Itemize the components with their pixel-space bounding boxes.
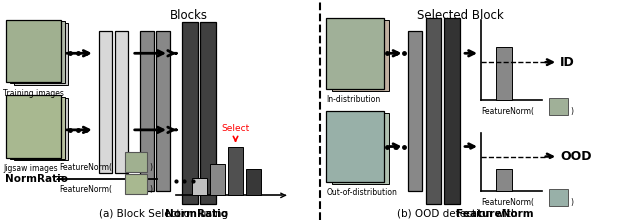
Bar — [6, 95, 61, 158]
Bar — [549, 189, 568, 206]
Text: FeatureNorm(: FeatureNorm( — [59, 185, 112, 194]
Bar — [326, 18, 384, 89]
Text: ): ) — [570, 107, 573, 115]
Text: Selected Block: Selected Block — [417, 9, 504, 22]
Text: FeatureNorm(: FeatureNorm( — [59, 163, 112, 172]
Text: ID: ID — [560, 56, 575, 69]
Text: ): ) — [150, 163, 153, 172]
Bar — [140, 31, 154, 191]
Bar — [192, 178, 207, 195]
Bar — [496, 47, 512, 100]
Bar — [115, 31, 128, 173]
Bar — [99, 31, 112, 173]
Bar — [14, 23, 68, 85]
Text: FeatureNorm(: FeatureNorm( — [481, 107, 534, 115]
Bar — [200, 22, 216, 204]
Bar — [408, 31, 422, 191]
Bar — [228, 147, 243, 195]
Bar — [332, 20, 389, 91]
Text: Training images: Training images — [3, 89, 64, 98]
Text: FeatureNorm: FeatureNorm — [456, 209, 534, 219]
Text: In-distribution: In-distribution — [326, 95, 381, 105]
Text: ): ) — [570, 198, 573, 206]
Text: (b) OOD detection with: (b) OOD detection with — [397, 209, 520, 219]
Text: ): ) — [150, 185, 153, 194]
Text: Select: Select — [221, 124, 250, 133]
Bar — [14, 98, 68, 160]
Bar — [444, 18, 460, 204]
Bar — [182, 22, 198, 204]
Bar — [125, 152, 147, 172]
Bar — [210, 164, 225, 195]
Text: =: = — [54, 172, 65, 185]
Text: OOD: OOD — [560, 150, 591, 163]
Bar — [332, 113, 389, 184]
Bar — [246, 169, 261, 195]
Bar — [549, 98, 568, 115]
Bar — [10, 97, 65, 159]
Bar — [496, 169, 512, 191]
Text: Out-of-distribution: Out-of-distribution — [326, 188, 397, 197]
Bar — [125, 174, 147, 194]
Text: NormRatio: NormRatio — [165, 209, 228, 219]
Text: Blocks: Blocks — [170, 9, 208, 22]
Bar — [426, 18, 441, 204]
Text: FeatureNorm(: FeatureNorm( — [481, 198, 534, 206]
Text: (a) Block Selection using: (a) Block Selection using — [99, 209, 232, 219]
Bar — [6, 20, 61, 82]
Bar — [10, 21, 65, 83]
Bar — [156, 31, 170, 191]
Text: Jigsaw images: Jigsaw images — [3, 164, 58, 173]
Text: NormRatio: NormRatio — [5, 174, 68, 184]
Bar — [326, 111, 384, 182]
